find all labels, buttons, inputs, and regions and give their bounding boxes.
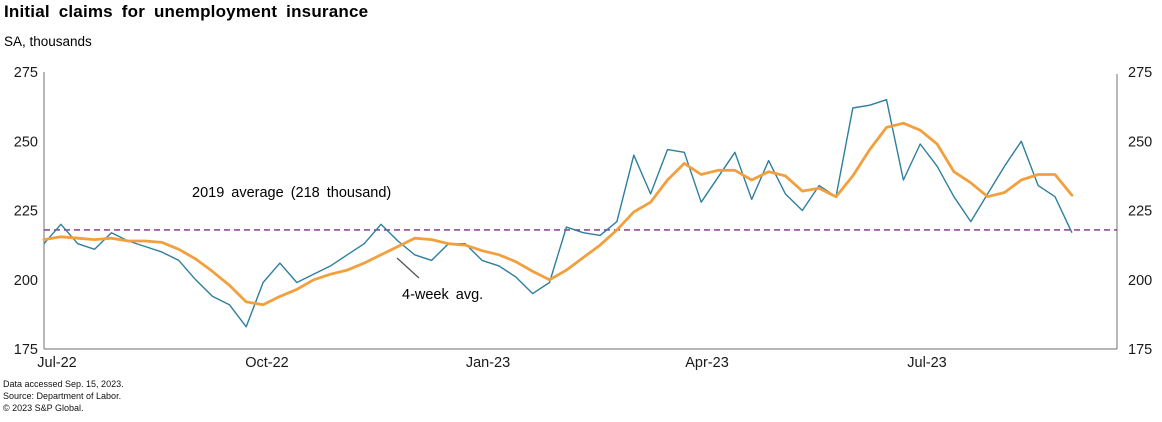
four-week-avg-leader-line — [396, 257, 420, 279]
chart-units-label: SA, thousands — [4, 34, 92, 49]
y-tick-label-right-175: 175 — [1128, 342, 1152, 358]
y-tick-label-left-250: 250 — [14, 134, 38, 150]
x-tick-label-Jul-23: Jul-23 — [907, 355, 947, 371]
four-week-average-line — [42, 121, 1074, 307]
x-tick-label-Apr-23: Apr-23 — [685, 355, 729, 371]
y-tick-label-left-225: 225 — [14, 204, 38, 220]
x-tick-label-Jan-23: Jan-23 — [466, 355, 510, 371]
weekly-claims-line — [43, 98, 1073, 328]
footnote-data-accessed: Data accessed Sep. 15, 2023. — [3, 379, 124, 389]
y-tick-label-left-200: 200 — [14, 273, 38, 289]
chart-title: Initial claims for unemployment insuranc… — [4, 2, 369, 21]
footnote-copyright: © 2023 S&P Global. — [3, 403, 84, 413]
y-tick-label-right-200: 200 — [1128, 273, 1152, 289]
y-tick-label-right-275: 275 — [1128, 65, 1152, 81]
four-week-avg-annotation: 4-week avg. — [402, 287, 483, 303]
reference-line-annotation: 2019 average (218 thousand) — [192, 185, 391, 201]
y-tick-label-left-275: 275 — [14, 65, 38, 81]
y-tick-label-right-250: 250 — [1128, 134, 1152, 150]
x-tick-label-Jul-22: Jul-22 — [37, 355, 77, 371]
y-tick-label-right-225: 225 — [1128, 204, 1152, 220]
footnote-source: Source: Department of Labor. — [3, 391, 122, 401]
x-tick-label-Oct-22: Oct-22 — [245, 355, 289, 371]
y-tick-label-left-175: 175 — [14, 342, 38, 358]
